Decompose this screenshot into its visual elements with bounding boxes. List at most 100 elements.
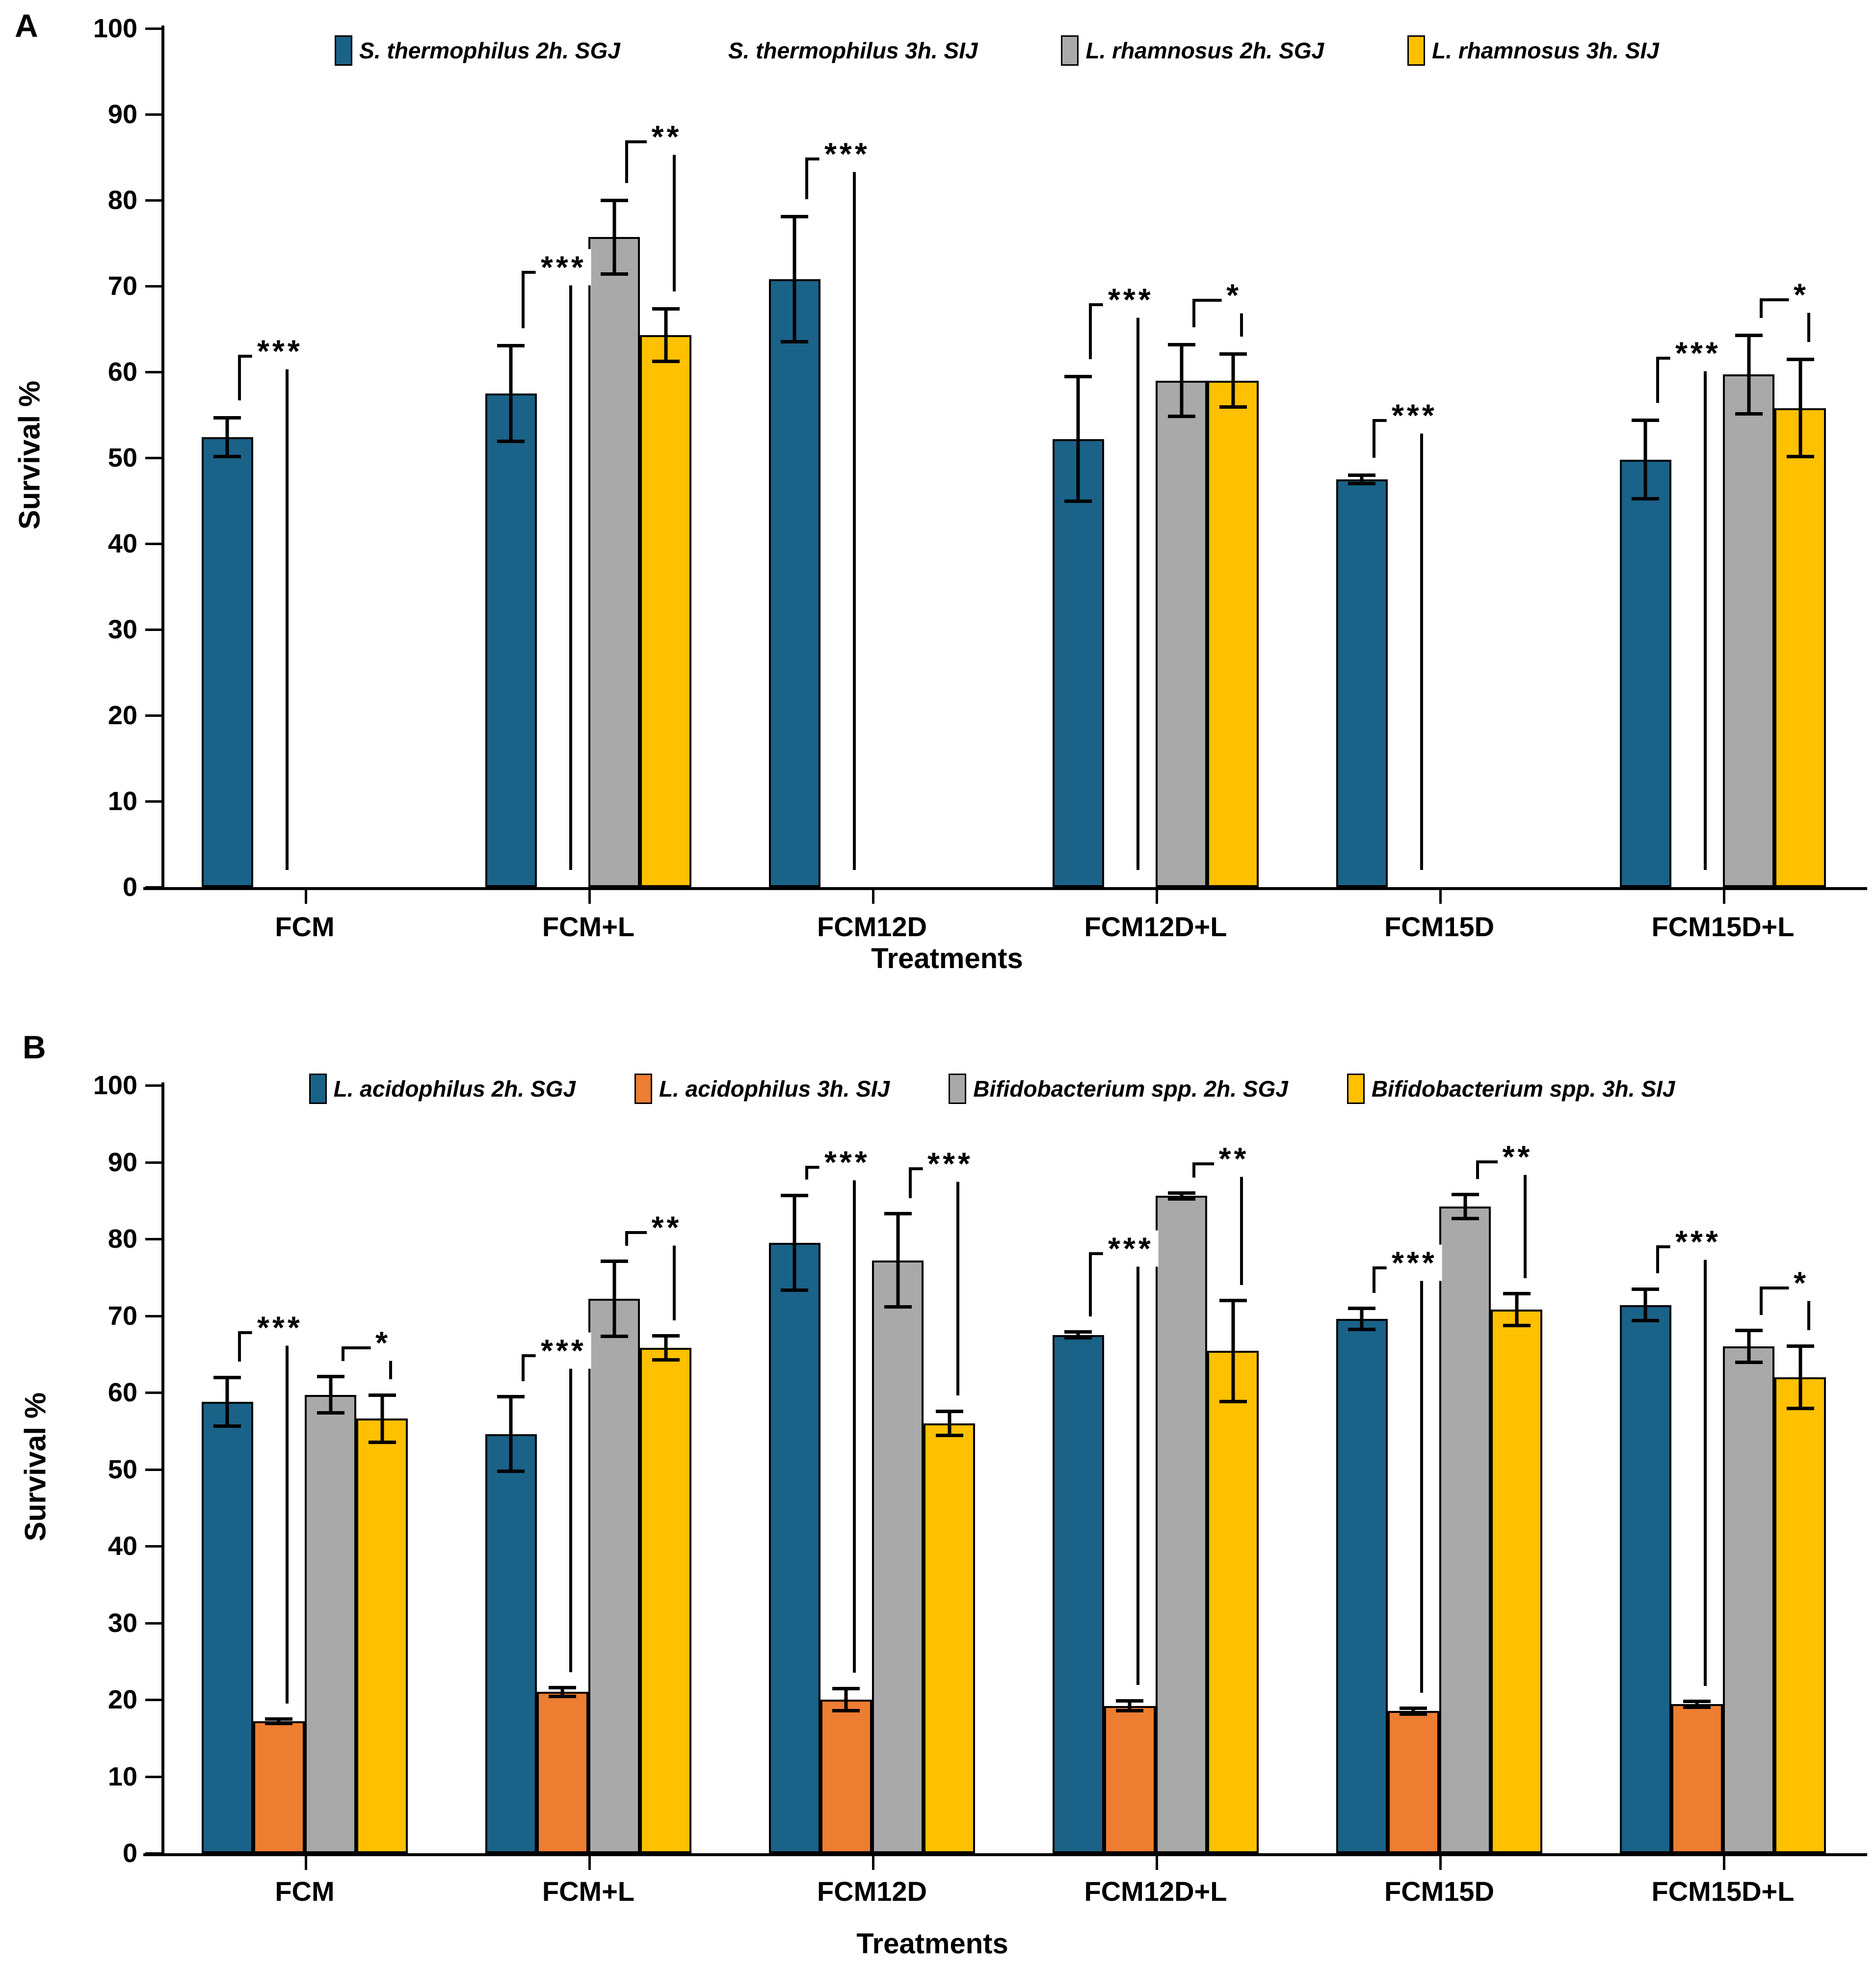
legend: L. acidophilus 2h. SGJ L. acidophilus 3h.… xyxy=(177,1074,1807,1104)
bar-series1-cat1 xyxy=(536,1692,588,1853)
error-bar-cap xyxy=(652,307,680,311)
significance-stars: *** xyxy=(1387,1244,1442,1281)
x-axis-title: Treatments xyxy=(856,1928,1008,1960)
significance-bracket xyxy=(1759,1287,1810,1290)
significance-bracket-leg xyxy=(569,1354,573,1672)
significance-bracket-leg xyxy=(286,355,289,870)
legend-swatch-icon xyxy=(1061,35,1079,66)
error-bar-cap xyxy=(1632,1319,1660,1323)
legend-item-label: S. thermophilus 3h. SIJ xyxy=(728,38,978,63)
bar-series3-cat0 xyxy=(356,1418,408,1853)
y-axis-tick xyxy=(145,1775,163,1778)
error-bar xyxy=(1231,354,1235,407)
significance-stars: *** xyxy=(1103,281,1159,318)
error-bar-cap xyxy=(884,1212,912,1216)
error-bar-cap xyxy=(265,1721,293,1725)
significance-stars: * xyxy=(1789,276,1814,313)
bar-series3-cat5 xyxy=(1774,1377,1826,1853)
error-bar-cap xyxy=(832,1686,860,1690)
significance-bracket-leg xyxy=(672,140,676,291)
error-bar-cap xyxy=(781,1288,809,1292)
significance-bracket-leg xyxy=(569,270,573,870)
error-bar-cap xyxy=(1167,1191,1195,1195)
error-bar-cap xyxy=(600,1334,628,1338)
bar-series3-cat3 xyxy=(1207,1351,1259,1853)
bar-series0-cat1 xyxy=(485,393,537,887)
y-axis-tick-label: 10 xyxy=(107,1761,137,1791)
bar-series3-cat5 xyxy=(1774,408,1826,887)
significance-bracket-leg xyxy=(853,157,856,870)
error-bar xyxy=(329,1376,333,1414)
significance-stars: * xyxy=(1789,1264,1814,1301)
error-bar xyxy=(560,1687,564,1697)
legend-item: S. thermophilus 3h. SIJ xyxy=(703,35,978,66)
error-bar xyxy=(380,1394,384,1443)
legend-item: L. rhamnosus 3h. SIJ xyxy=(1407,35,1659,66)
significance-bracket-leg xyxy=(1089,1252,1092,1317)
error-bar xyxy=(896,1213,900,1308)
x-axis-tick xyxy=(872,1856,874,1870)
error-bar-cap xyxy=(1064,374,1092,378)
bar-series0-cat5 xyxy=(1619,459,1671,887)
significance-stars: *** xyxy=(923,1146,978,1182)
y-axis-tick-label: 90 xyxy=(107,1147,137,1177)
error-bar xyxy=(1231,1300,1235,1402)
error-bar-cap xyxy=(1503,1292,1531,1296)
error-bar-cap xyxy=(1167,343,1195,346)
bar-series1-cat2 xyxy=(820,1700,872,1853)
error-bar xyxy=(225,417,229,457)
x-category-label-fcm12d+l: FCM12D+L xyxy=(1084,1876,1227,1907)
error-bar-cap xyxy=(1348,1306,1376,1310)
bar-series2-cat5 xyxy=(1723,374,1775,887)
error-bar-cap xyxy=(832,1709,860,1713)
y-axis-tick xyxy=(145,543,163,545)
y-axis-line xyxy=(161,1082,164,1853)
error-bar-cap xyxy=(1064,1330,1092,1334)
y-axis-tick-label: 40 xyxy=(107,1531,137,1561)
significance-stars: * xyxy=(370,1324,396,1361)
significance-bracket-leg xyxy=(238,355,241,400)
x-category-label-fcm15d: FCM15D xyxy=(1384,911,1495,942)
error-bar xyxy=(1643,1288,1647,1321)
y-axis-tick xyxy=(145,1161,163,1164)
error-bar-cap xyxy=(497,1470,525,1473)
significance-bracket-leg xyxy=(1704,1245,1707,1686)
error-bar-cap xyxy=(1632,419,1660,422)
significance-bracket-leg xyxy=(238,1331,241,1362)
legend-item-label: L. rhamnosus 3h. SIJ xyxy=(1432,38,1659,63)
x-axis-tick xyxy=(1439,1856,1442,1870)
y-axis-tick-label: 30 xyxy=(107,1608,137,1638)
significance-stars: ** xyxy=(646,118,687,155)
error-bar-cap xyxy=(1683,1700,1711,1704)
significance-bracket-leg xyxy=(389,1346,392,1380)
legend-item-label: L. rhamnosus 2h. SGJ xyxy=(1085,38,1324,63)
error-bar-cap xyxy=(1786,357,1814,361)
legend-swatch-icon xyxy=(1347,1074,1365,1104)
legend-item: Bifidobacterium spp. 2h. SGJ xyxy=(949,1074,1288,1104)
legend-item: S. thermophilus 2h. SGJ xyxy=(335,35,620,66)
bar-series0-cat2 xyxy=(768,1242,820,1853)
x-category-label-fcm15d: FCM15D xyxy=(1384,1876,1495,1907)
error-bar-cap xyxy=(1167,1197,1195,1201)
error-bar-cap xyxy=(1348,1327,1376,1331)
legend: S. thermophilus 2h. SGJ S. thermophilus 3… xyxy=(206,35,1788,66)
error-bar xyxy=(1747,1330,1751,1363)
y-axis-tick xyxy=(145,1238,163,1240)
y-axis-tick-label: 30 xyxy=(107,615,137,644)
bar-series2-cat0 xyxy=(305,1394,357,1853)
error-bar xyxy=(664,1336,668,1361)
error-bar xyxy=(1076,1332,1080,1338)
significance-bracket-leg xyxy=(1704,356,1707,870)
bar-series1-cat4 xyxy=(1387,1711,1439,1853)
error-bar-cap xyxy=(497,439,525,443)
error-bar-cap xyxy=(935,1409,963,1413)
error-bar xyxy=(225,1377,229,1426)
error-bar xyxy=(1076,376,1080,502)
y-axis-tick-label: 90 xyxy=(107,100,137,129)
y-axis-tick xyxy=(145,1468,163,1471)
error-bar-cap xyxy=(1632,1287,1660,1291)
bar-series0-cat2 xyxy=(768,279,820,887)
significance-bracket-leg xyxy=(1656,1245,1660,1274)
error-bar xyxy=(277,1719,281,1724)
